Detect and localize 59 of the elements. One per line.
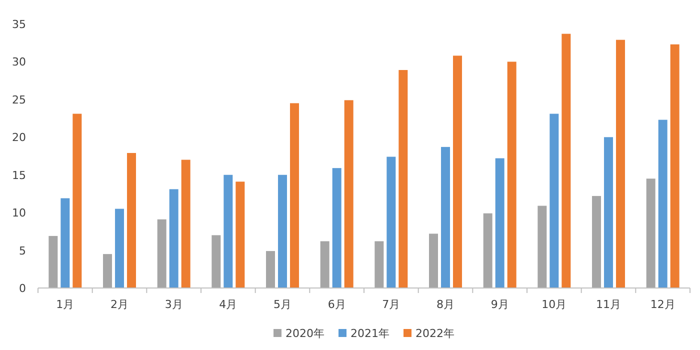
bar: [374, 241, 384, 288]
legend-label: 2022年: [416, 327, 454, 340]
bar: [562, 34, 571, 288]
bar: [616, 40, 625, 288]
bar: [127, 152, 136, 288]
x-tick-label: 9月: [490, 298, 509, 311]
bar: [332, 168, 342, 288]
bar: [538, 206, 547, 288]
x-tick-label: 4月: [219, 298, 238, 311]
x-tick-label: 5月: [274, 298, 292, 311]
bar: [236, 182, 245, 288]
bar: [181, 160, 190, 288]
bar: [60, 198, 70, 288]
bar: [550, 114, 559, 288]
x-tick-label: 1月: [56, 298, 74, 311]
y-tick-label: 35: [12, 18, 26, 31]
bar: [48, 236, 58, 288]
bar: [398, 70, 408, 288]
x-tick-label: 6月: [328, 298, 346, 311]
bar: [604, 137, 613, 288]
bar: [646, 178, 656, 288]
x-tick-label: 2月: [110, 298, 128, 311]
y-tick-label: 0: [19, 282, 26, 295]
bar: [592, 196, 601, 288]
bar: [658, 120, 668, 288]
bar: [386, 156, 396, 288]
bar: [278, 174, 287, 288]
bar: [212, 235, 221, 288]
legend-label: 2021年: [350, 327, 390, 340]
y-tick-label: 30: [12, 56, 26, 69]
y-tick-label: 20: [12, 131, 26, 144]
x-tick-label: 8月: [436, 298, 454, 311]
bar: [157, 219, 166, 288]
y-tick-label: 10: [12, 206, 26, 220]
bar: [495, 158, 504, 288]
bar: [507, 62, 516, 288]
x-tick-label: 12月: [650, 298, 676, 311]
x-tick-label: 11月: [596, 298, 621, 311]
bar: [441, 146, 450, 288]
bar: [429, 234, 438, 288]
bar: [72, 114, 82, 288]
bar: [290, 103, 299, 288]
legend-label: 2020年: [286, 327, 324, 340]
bar: [344, 100, 354, 288]
bar: [320, 241, 330, 288]
bar: [103, 254, 112, 288]
bar: [115, 208, 124, 288]
x-tick-label: 10月: [542, 298, 567, 311]
y-tick-label: 25: [12, 93, 26, 106]
y-tick-label: 5: [19, 244, 26, 258]
x-tick-label: 3月: [164, 298, 183, 311]
bar: [224, 174, 233, 288]
bar: [453, 56, 462, 288]
y-tick-label: 15: [12, 168, 26, 182]
bar: [483, 213, 492, 288]
x-tick-label: 7月: [382, 298, 400, 311]
bar: [266, 251, 275, 288]
bar: [169, 189, 178, 288]
bar: [670, 44, 680, 288]
